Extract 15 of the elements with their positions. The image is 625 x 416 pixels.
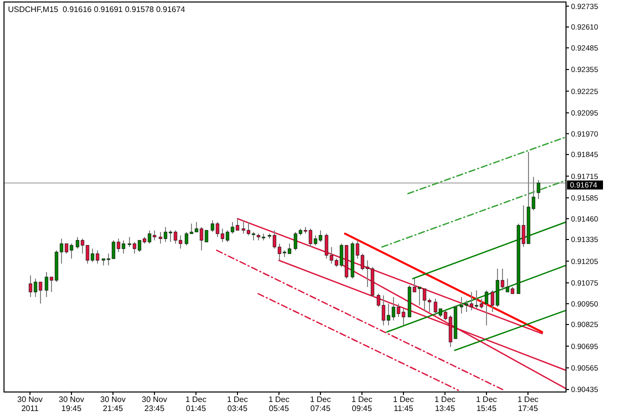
candlestick [536, 180, 540, 200]
x-tick-label: 1 Dec 05:45 [268, 395, 290, 413]
x-tick-label: 1 Dec 13:45 [434, 395, 456, 413]
x-tick-label: 30 Nov 2011 [17, 395, 43, 413]
x-tick-label: 1 Dec 01:45 [185, 395, 206, 413]
x-tick-label: 1 Dec 09:45 [352, 395, 373, 413]
x-tick-label: 1 Dec 11:45 [393, 395, 414, 413]
x-tick-label: 30 Nov 21:45 [100, 395, 126, 413]
chart-title: USDCHF,M15 0.91616 0.91691 0.91578 0.91674 [8, 5, 186, 14]
x-tick-label: 1 Dec 17:45 [518, 395, 539, 413]
x-tick-label: 1 Dec 15:45 [476, 395, 498, 413]
x-tick-label: 1 Dec 07:45 [310, 395, 332, 413]
x-tick-label: 30 Nov 19:45 [58, 395, 84, 413]
x-tick-label: 30 Nov 23:45 [142, 395, 168, 413]
x-tick-label: 1 Dec 03:45 [226, 395, 248, 413]
